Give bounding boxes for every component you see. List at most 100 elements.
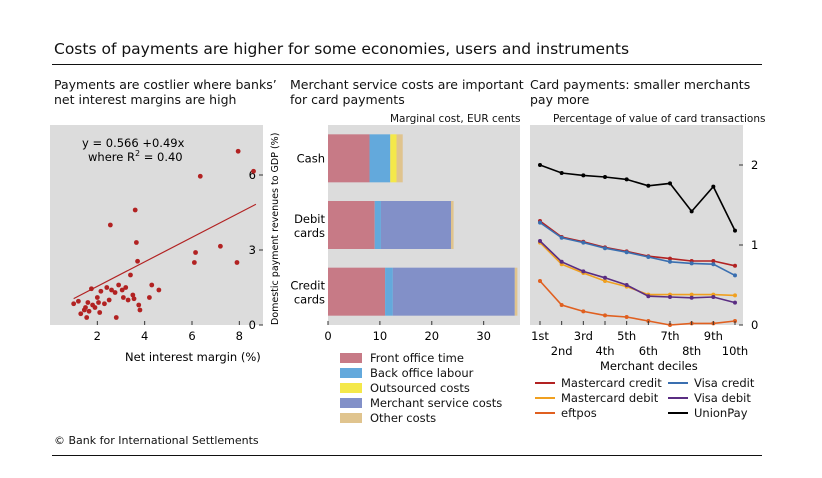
line-point xyxy=(624,250,629,255)
bar-chart-unit: Marginal cost, EUR cents xyxy=(390,113,521,125)
bar-category-label: Cash xyxy=(297,151,325,165)
line-point xyxy=(624,283,629,287)
scatter-point xyxy=(123,285,129,290)
panel3-title: Card payments: smaller merchants pay mor… xyxy=(530,77,750,107)
line-point xyxy=(646,183,651,188)
legend-label: Mastercard debit xyxy=(561,390,659,405)
line-point xyxy=(603,175,607,179)
panel2-title: Merchant service costs are important for… xyxy=(290,77,524,107)
scatter-x-tick-label: 6 xyxy=(188,329,195,343)
legend-item-mastercard-credit: Mastercard credit xyxy=(535,375,662,390)
scatter-point xyxy=(71,301,77,307)
scatter-point xyxy=(113,315,119,320)
line-x-tick-label: 4th xyxy=(595,344,614,358)
line-point xyxy=(603,279,607,283)
legend-item-front-office: Front office time xyxy=(340,350,502,365)
bar-x-tick-label: 30 xyxy=(476,329,491,343)
scatter-point xyxy=(84,315,90,320)
line-point xyxy=(711,184,716,189)
line-point xyxy=(603,313,607,318)
r2-prefix: where R xyxy=(88,150,135,164)
line-point xyxy=(581,309,586,314)
r2-superscript: 2 xyxy=(135,149,140,158)
legend-item-merchant-service: Merchant service costs xyxy=(340,395,502,410)
panel1-title: Payments are costlier where banks’ net i… xyxy=(54,77,277,107)
line-x-tick-label: 6th xyxy=(639,344,658,358)
legend-label: Visa debit xyxy=(694,390,751,405)
line-point xyxy=(559,259,564,264)
line-point xyxy=(733,300,737,305)
line-point xyxy=(646,255,651,259)
line-x-tick-label: 5th xyxy=(617,329,636,343)
legend-item-eftpos: eftpos xyxy=(535,405,662,420)
legend-label: Outsourced costs xyxy=(370,380,470,395)
bar-segment xyxy=(328,201,375,249)
line-chart-unit: Percentage of value of card transactions xyxy=(553,113,766,125)
line-point xyxy=(603,275,607,280)
scatter-point xyxy=(92,305,98,310)
line-point xyxy=(689,295,694,300)
bar-category-label: cards xyxy=(294,226,325,240)
scatter-point xyxy=(191,260,197,265)
line-point xyxy=(668,181,672,186)
bar-segment xyxy=(369,134,391,183)
legend-item-unionpay: UnionPay xyxy=(668,405,754,420)
line-point xyxy=(581,240,586,245)
scatter-point xyxy=(89,286,94,292)
line-point xyxy=(559,303,564,307)
line-point xyxy=(733,263,737,268)
line-point xyxy=(733,273,737,278)
line-point xyxy=(624,177,629,182)
page-title: Costs of payments are higher for some ec… xyxy=(54,40,630,58)
scatter-point xyxy=(76,298,81,304)
panel2-title-line2: for card payments xyxy=(290,92,405,107)
scatter-point xyxy=(98,288,104,294)
legend-label: Front office time xyxy=(370,350,464,365)
scatter-point xyxy=(130,292,136,298)
legend-swatch xyxy=(340,367,362,378)
line-legend-col1: Mastercard credit Mastercard debit eftpo… xyxy=(535,375,662,420)
legend-label: Visa credit xyxy=(694,375,755,390)
scatter-y-axis-label: Domestic payment revenues to GDP (%) xyxy=(270,133,281,325)
scatter-x-tick-label: 8 xyxy=(236,329,243,343)
line-point xyxy=(559,171,564,175)
bar-segment xyxy=(450,201,454,249)
footer-copyright: © Bank for International Settlements xyxy=(54,434,259,447)
bar-segment xyxy=(392,267,515,316)
line-point xyxy=(668,295,672,299)
r2-suffix: = 0.40 xyxy=(140,150,183,164)
line-point xyxy=(689,261,694,266)
scatter-point xyxy=(112,290,118,295)
scatter-point xyxy=(120,295,126,300)
legend-swatch xyxy=(340,382,362,393)
scatter-point xyxy=(197,173,203,179)
legend-item-visa-credit: Visa credit xyxy=(668,375,754,390)
legend-label: Other costs xyxy=(370,410,437,425)
bar-segment xyxy=(396,134,403,183)
scatter-point xyxy=(83,305,88,310)
legend-line xyxy=(535,411,555,414)
scatter-point xyxy=(109,287,114,293)
scatter-point xyxy=(119,287,125,293)
line-x-tick-label: 10th xyxy=(722,344,748,358)
legend-line xyxy=(668,411,688,414)
legend-swatch xyxy=(340,412,362,423)
legend-label: eftpos xyxy=(561,405,597,420)
line-x-tick-label: 2nd xyxy=(551,344,573,358)
scatter-point xyxy=(86,308,92,314)
legend-line xyxy=(535,396,555,399)
bar-segment xyxy=(380,201,451,249)
line-plot-area xyxy=(530,125,743,325)
line-point xyxy=(538,220,542,225)
legend-label: Back office labour xyxy=(370,365,474,380)
scatter-point xyxy=(135,258,140,264)
scatter-point xyxy=(235,148,241,154)
bar-segment xyxy=(328,267,386,316)
line-point xyxy=(668,259,672,264)
line-x-tick-label: 1st xyxy=(531,329,549,343)
line-point xyxy=(581,269,586,274)
legend-line xyxy=(668,396,688,399)
legend-item-mastercard-debit: Mastercard debit xyxy=(535,390,662,405)
line-point xyxy=(711,295,716,299)
